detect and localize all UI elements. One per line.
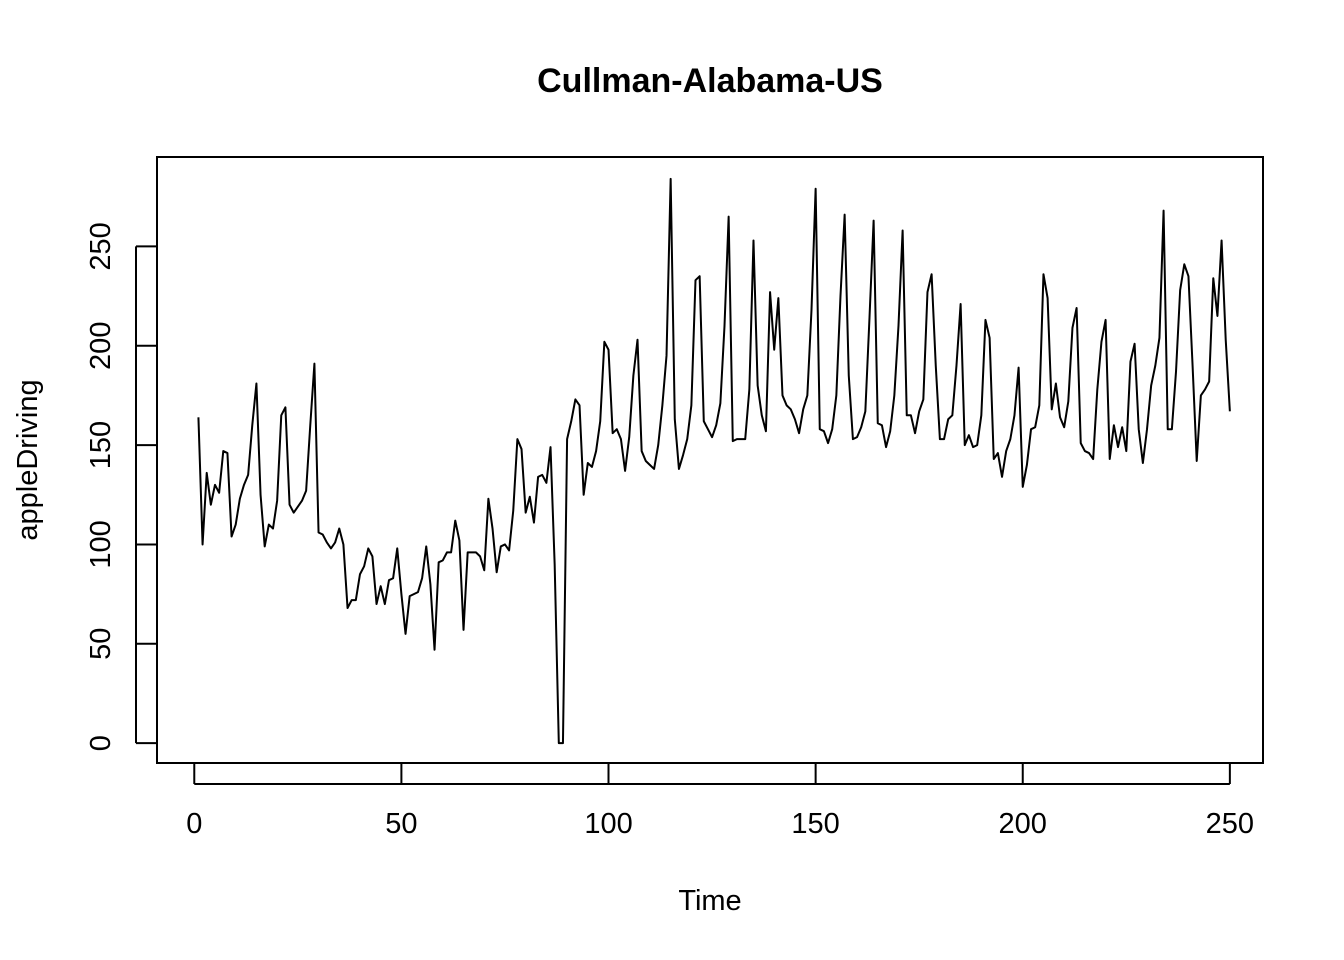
x-tick-label: 150: [791, 808, 839, 840]
x-tick-label: 0: [186, 808, 202, 840]
y-tick-label: 0: [85, 735, 117, 751]
series-points: [197, 178, 1230, 744]
y-tick-label: 100: [85, 520, 117, 568]
plot-frame: [156, 156, 1264, 764]
x-tick-label: 100: [584, 808, 632, 840]
chart-title: Cullman-Alabama-US: [537, 62, 883, 100]
y-tick-label: 200: [85, 322, 117, 370]
y-tick-label: 50: [85, 628, 117, 660]
y-tick-label: 150: [85, 421, 117, 469]
y-axis: 0 50 100 150 200 250: [85, 222, 156, 751]
x-tick-label: 250: [1206, 808, 1254, 840]
y-tick-label: 250: [85, 222, 117, 270]
y-axis-title: appleDriving: [12, 379, 44, 540]
x-tick-label: 200: [999, 808, 1047, 840]
x-axis: 0 50 100 150 200 250: [186, 764, 1254, 840]
series-line-appledriving: [197, 177, 1231, 745]
x-tick-label: 50: [385, 808, 417, 840]
x-axis-title: Time: [678, 885, 741, 917]
